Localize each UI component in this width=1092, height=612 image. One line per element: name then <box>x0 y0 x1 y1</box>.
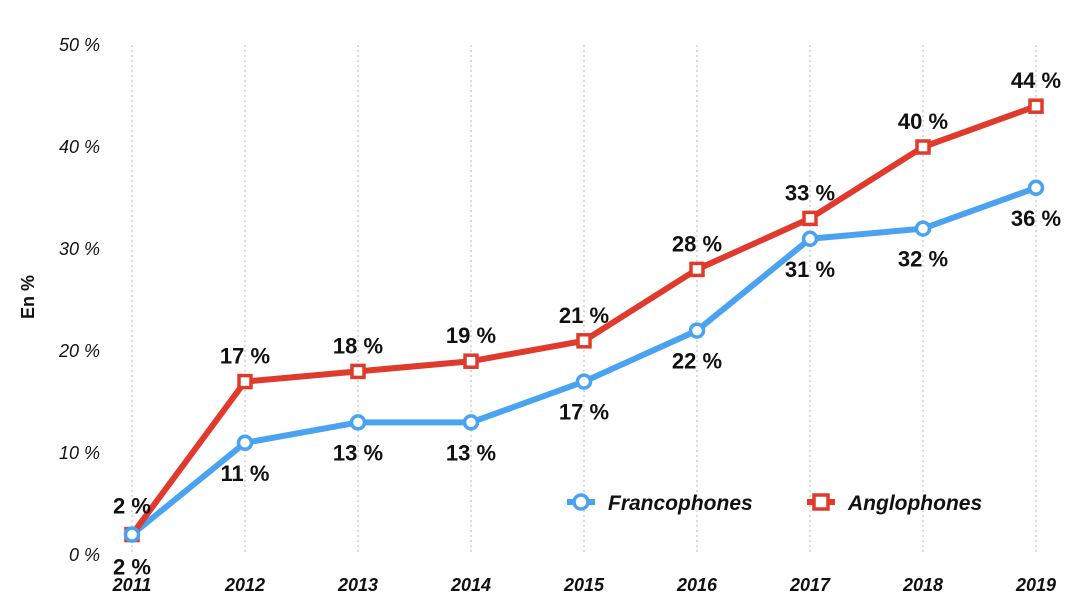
data-label: 17 % <box>220 344 270 369</box>
data-point-francophones <box>236 434 254 452</box>
data-point-francophones <box>1027 179 1045 197</box>
x-axis-ticks: 2011 2012 2013 2014 2015 2016 2017 2018 2019 <box>112 575 1056 595</box>
data-point-anglophones <box>463 353 479 369</box>
data-point-anglophones <box>350 363 366 380</box>
data-point-anglophones <box>689 261 705 278</box>
y-tick-label: 10 % <box>59 443 100 463</box>
data-label: 36 % <box>1011 206 1061 231</box>
data-point-francophones <box>349 414 367 431</box>
data-point-anglophones <box>237 373 253 390</box>
x-tick-label: 2011 <box>112 575 152 595</box>
y-axis-label: En % <box>18 275 38 319</box>
legend: Francophones Anglophones <box>567 492 982 515</box>
legend-label: Anglophones <box>847 492 982 515</box>
legend-label: Francophones <box>608 492 753 515</box>
data-label: 21 % <box>559 303 609 328</box>
data-label: 32 % <box>898 247 948 272</box>
data-point-francophones <box>914 220 932 237</box>
x-tick-label: 2019 <box>1015 575 1056 595</box>
x-tick-label: 2014 <box>450 575 491 595</box>
data-label: 11 % <box>221 461 270 486</box>
y-axis-ticks: 0 % 10 % 20 % 30 % 40 % 50 % <box>58 35 100 565</box>
x-tick-label: 2012 <box>224 575 265 595</box>
y-tick-label: 0 % <box>69 545 100 565</box>
data-point-francophones <box>123 526 141 543</box>
data-label: 31 % <box>785 257 835 282</box>
data-point-francophones <box>462 414 480 431</box>
data-point-anglophones <box>1028 98 1044 114</box>
data-point-francophones <box>688 322 706 339</box>
data-point-anglophones <box>576 333 592 349</box>
y-tick-label: 50 % <box>59 35 100 55</box>
data-label: 17 % <box>559 400 609 425</box>
series-markers <box>123 98 1045 543</box>
data-label: 28 % <box>672 231 722 256</box>
data-label: 13 % <box>446 440 496 465</box>
gridlines <box>131 45 1037 555</box>
legend-swatch-marker <box>812 493 830 511</box>
data-label: 2 % <box>113 555 151 580</box>
data-point-francophones <box>575 373 593 390</box>
x-tick-label: 2018 <box>902 575 943 595</box>
y-tick-label: 40 % <box>59 137 100 157</box>
x-tick-label: 2016 <box>676 575 718 595</box>
data-point-anglophones <box>915 139 931 155</box>
data-label: 22 % <box>672 349 722 374</box>
legend-item-francophones: Francophones <box>567 492 753 515</box>
data-label: 33 % <box>785 180 835 205</box>
x-tick-label: 2015 <box>563 575 605 595</box>
x-tick-label: 2013 <box>337 575 378 595</box>
y-tick-label: 30 % <box>59 239 100 259</box>
data-label: 19 % <box>446 323 496 348</box>
data-label: 44 % <box>1011 68 1061 93</box>
data-label: 2 % <box>113 494 151 519</box>
x-tick-label: 2017 <box>789 575 831 595</box>
data-point-francophones <box>801 230 819 248</box>
data-label: 40 % <box>898 109 948 134</box>
y-tick-label: 20 % <box>58 341 100 361</box>
data-point-anglophones <box>802 210 818 227</box>
legend-swatch-marker <box>572 493 590 511</box>
data-label: 13 % <box>333 440 383 465</box>
data-labels: 2 % 11 % 13 % 13 % 17 % 22 % 31 % 32 % 36 % 2 % 17… <box>113 68 1061 579</box>
legend-item-anglophones: Anglophones <box>807 492 982 515</box>
data-label: 18 % <box>333 333 383 358</box>
